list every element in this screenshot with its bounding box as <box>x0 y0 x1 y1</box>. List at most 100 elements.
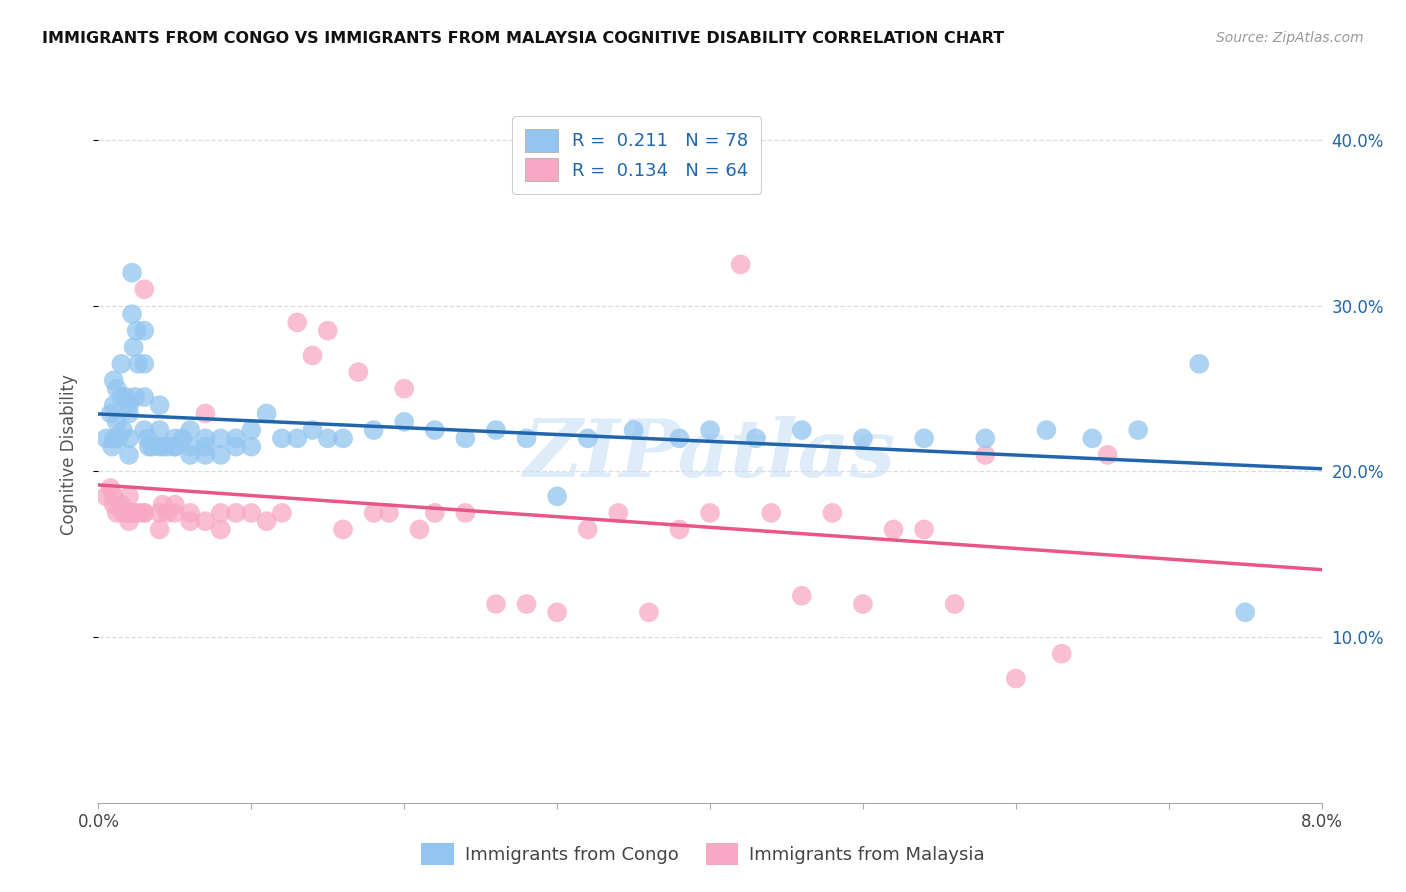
Point <box>730 257 752 271</box>
Point <box>110 390 132 404</box>
Point <box>516 597 538 611</box>
Point <box>149 440 172 454</box>
Point <box>110 357 132 371</box>
Point <box>301 423 323 437</box>
Point <box>149 398 172 412</box>
Point <box>118 506 141 520</box>
Point <box>134 282 156 296</box>
Point <box>378 506 401 520</box>
Point <box>1128 423 1150 437</box>
Point <box>194 514 217 528</box>
Point <box>121 506 143 520</box>
Point <box>485 423 508 437</box>
Point <box>668 523 690 537</box>
Point <box>1188 357 1211 371</box>
Point <box>103 498 125 512</box>
Point <box>912 431 935 445</box>
Point <box>270 506 294 520</box>
Legend: Immigrants from Congo, Immigrants from Malaysia: Immigrants from Congo, Immigrants from M… <box>412 834 994 874</box>
Legend: R =  0.211   N = 78, R =  0.134   N = 64: R = 0.211 N = 78, R = 0.134 N = 64 <box>512 116 761 194</box>
Point <box>179 448 201 462</box>
Point <box>225 506 247 520</box>
Point <box>163 440 186 454</box>
Point <box>100 407 122 421</box>
Point <box>156 440 179 454</box>
Point <box>209 431 232 445</box>
Point <box>546 605 568 619</box>
Point <box>149 506 172 520</box>
Point <box>912 523 935 537</box>
Point <box>623 423 645 437</box>
Point <box>136 431 159 445</box>
Point <box>516 431 538 445</box>
Point <box>138 440 160 454</box>
Point <box>115 506 138 520</box>
Point <box>163 431 186 445</box>
Point <box>149 523 172 537</box>
Point <box>347 365 370 379</box>
Point <box>699 423 721 437</box>
Point <box>943 597 966 611</box>
Point <box>141 440 163 454</box>
Point <box>152 498 174 512</box>
Point <box>637 605 661 619</box>
Point <box>125 324 148 338</box>
Point <box>883 523 905 537</box>
Point <box>392 415 416 429</box>
Point <box>225 431 247 445</box>
Point <box>118 398 141 412</box>
Point <box>172 431 194 445</box>
Point <box>107 431 129 445</box>
Text: ZIPatlas: ZIPatlas <box>524 417 896 493</box>
Point <box>163 440 186 454</box>
Point <box>122 340 145 354</box>
Point <box>363 506 385 520</box>
Point <box>301 349 323 363</box>
Point <box>607 506 630 520</box>
Point <box>285 431 308 445</box>
Point <box>423 506 446 520</box>
Point <box>156 506 179 520</box>
Point <box>209 506 232 520</box>
Point <box>105 415 128 429</box>
Point <box>392 382 416 396</box>
Point <box>100 481 122 495</box>
Point <box>103 489 125 503</box>
Point <box>821 506 844 520</box>
Point <box>363 423 385 437</box>
Point <box>105 506 128 520</box>
Point <box>974 448 997 462</box>
Point <box>103 398 125 412</box>
Point <box>1081 431 1104 445</box>
Point <box>134 390 156 404</box>
Point <box>745 431 768 445</box>
Point <box>759 506 782 520</box>
Point <box>209 448 232 462</box>
Point <box>270 431 294 445</box>
Point <box>852 431 875 445</box>
Point <box>194 440 217 454</box>
Point <box>118 431 141 445</box>
Point <box>285 315 308 329</box>
Text: Source: ZipAtlas.com: Source: ZipAtlas.com <box>1216 31 1364 45</box>
Point <box>149 423 172 437</box>
Point <box>163 506 186 520</box>
Point <box>124 390 146 404</box>
Point <box>118 407 141 421</box>
Point <box>225 440 247 454</box>
Point <box>209 523 232 537</box>
Point <box>103 431 125 445</box>
Point <box>974 431 997 445</box>
Point <box>134 324 156 338</box>
Point <box>1097 448 1119 462</box>
Point <box>316 324 339 338</box>
Point <box>134 357 156 371</box>
Point <box>194 431 217 445</box>
Point <box>124 506 146 520</box>
Point <box>699 506 721 520</box>
Point <box>110 498 132 512</box>
Point <box>576 523 599 537</box>
Point <box>240 506 263 520</box>
Point <box>179 440 201 454</box>
Point <box>316 431 339 445</box>
